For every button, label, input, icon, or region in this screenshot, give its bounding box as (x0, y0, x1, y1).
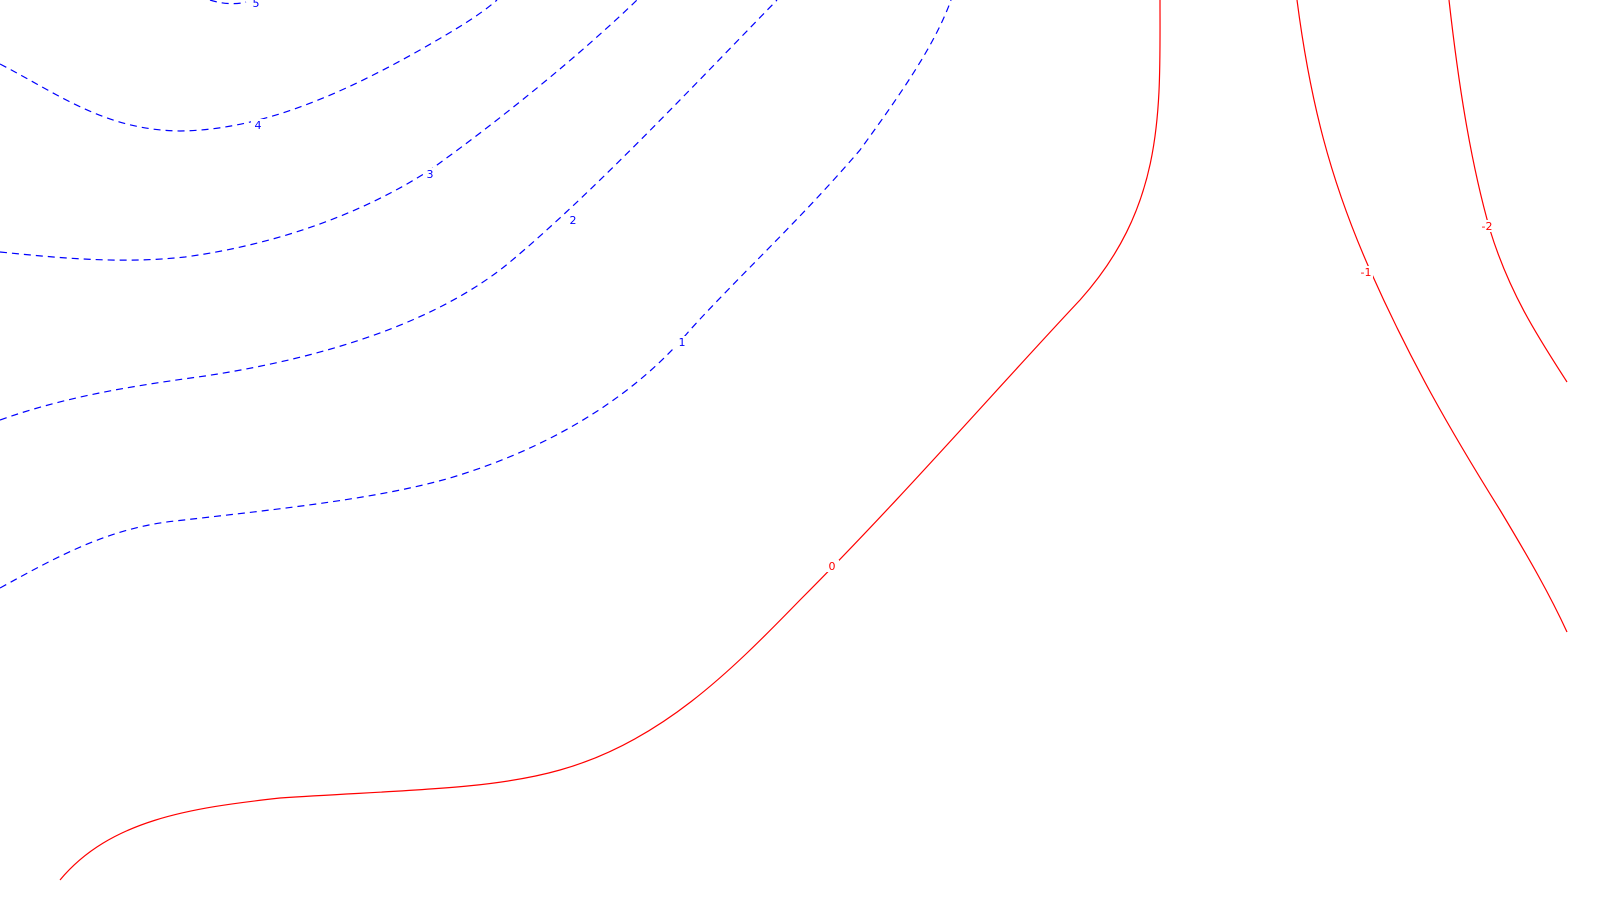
contour-label-1: 1 (679, 336, 686, 349)
contour-label-background (566, 214, 580, 226)
contour-line-neg2 (1448, 0, 1568, 383)
contour-line-3 (0, 0, 638, 261)
contour-line-5 (209, 0, 247, 5)
contour-label-background (249, 0, 263, 9)
contour-line-4 (0, 0, 498, 132)
contour-line-0 (59, 0, 1161, 881)
contour-label-background (423, 168, 437, 180)
contour-line-2 (0, 0, 778, 421)
contour-label-4: 4 (255, 119, 262, 132)
contour-label-background (825, 560, 839, 572)
contour-label-background (1359, 266, 1373, 278)
contour-label-2: 2 (570, 214, 577, 227)
contour-line-neg1 (1296, 0, 1568, 633)
contour-lines (0, 0, 1568, 881)
contour-line-1 (0, 0, 952, 589)
contour-label-background (251, 119, 265, 131)
contour-label-3: 3 (427, 168, 434, 181)
contour-label-background (675, 336, 689, 348)
contour-label-0: 0 (829, 560, 836, 573)
contour-labels: 5 4 3 2 1 0 -1 -2 (249, 0, 1494, 573)
contour-label-neg2: -2 (1482, 220, 1493, 233)
contour-label-neg1: -1 (1361, 266, 1372, 279)
contour-label-5: 5 (253, 0, 260, 10)
contour-label-background (1480, 220, 1494, 232)
